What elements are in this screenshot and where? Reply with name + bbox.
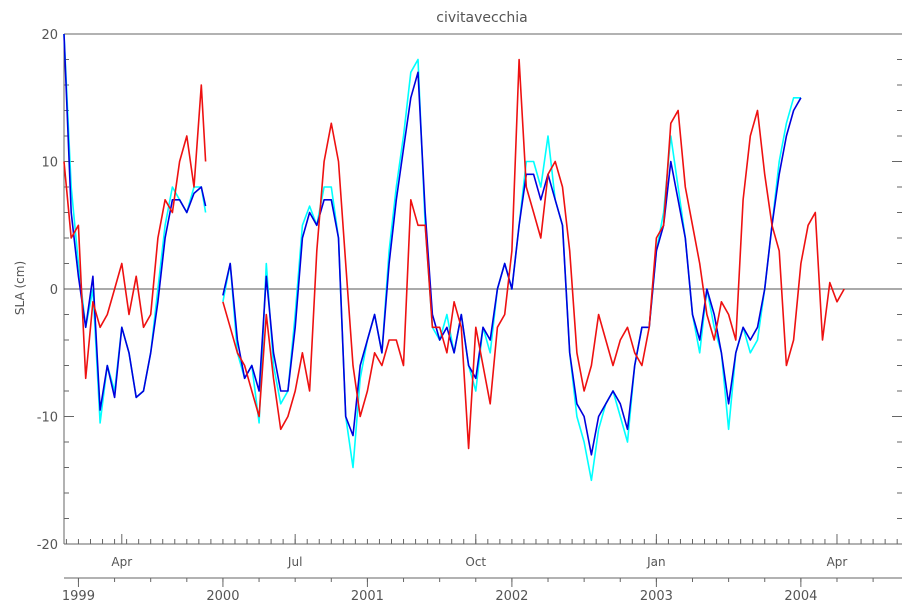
series-layer (63, 33, 845, 482)
x-season-label: Jul (287, 555, 302, 569)
series-2-line-segment-0 (63, 84, 207, 380)
series-1-line-segment-0 (63, 33, 207, 411)
axes: -20 -10 0 10 20 Apr Jul Oct Jan Apr 1999 2000 2001 20… (37, 28, 902, 602)
year-label: 2002 (495, 589, 528, 602)
x-season-label: Apr (827, 555, 848, 569)
y-tick-label: 20 (41, 28, 58, 43)
series-1-line-segment-1 (222, 71, 802, 456)
y-tick-label: -10 (37, 411, 58, 426)
x-season-label: Jan (646, 555, 666, 569)
series-0-line-segment-1 (222, 58, 801, 482)
year-label: 2004 (784, 589, 817, 602)
year-label: 2000 (206, 589, 239, 602)
chart-title: civitavecchia (436, 10, 527, 26)
year-label: 2003 (640, 589, 673, 602)
year-label: 2001 (351, 589, 384, 602)
y-axis-label: SLA (cm) (13, 261, 27, 315)
y-tick-label: 10 (41, 156, 58, 171)
series-2-line-segment-1 (222, 58, 845, 450)
x-season-label: Oct (465, 555, 486, 569)
x-season-label: Apr (111, 555, 132, 569)
year-label: 1999 (62, 589, 95, 602)
y-tick-label: -20 (37, 538, 58, 553)
y-tick-label: 0 (50, 283, 58, 298)
